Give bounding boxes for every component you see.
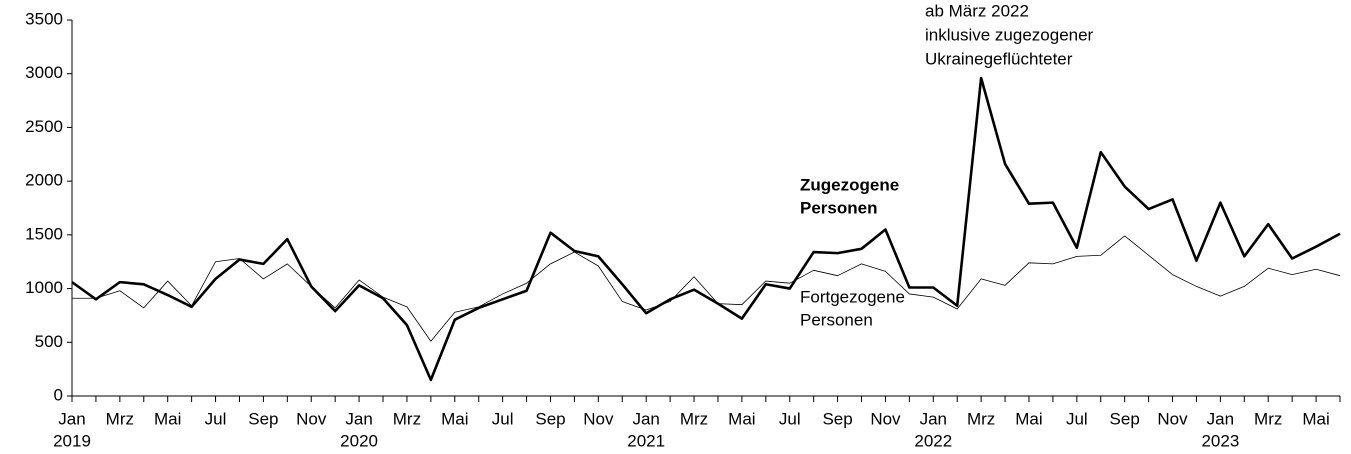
x-tick-label: Mrz — [1254, 409, 1282, 428]
x-tick-label: Jul — [205, 409, 227, 428]
y-tick-label: 1000 — [25, 278, 63, 297]
year-label: 2023 — [1201, 431, 1239, 450]
annotation: ab März 2022 — [925, 1, 1029, 20]
annotation: inklusive zugezogener — [925, 25, 1094, 44]
x-tick-label: Jan — [345, 409, 372, 428]
x-tick-label: Mai — [154, 409, 181, 428]
x-tick-label: Nov — [296, 409, 327, 428]
x-tick-label: Jan — [632, 409, 659, 428]
x-tick-label: Jul — [492, 409, 514, 428]
x-tick-label: Sep — [1110, 409, 1140, 428]
annotation: Ukrainegeflüchteter — [925, 49, 1073, 68]
year-label: 2019 — [53, 431, 91, 450]
y-tick-label: 2000 — [25, 171, 63, 190]
x-tick-label: Mai — [1302, 409, 1329, 428]
series-label: Personen — [800, 198, 877, 217]
x-tick-label: Jan — [1207, 409, 1234, 428]
x-tick-label: Mai — [728, 409, 755, 428]
year-label: 2022 — [914, 431, 952, 450]
x-tick-label: Jul — [779, 409, 801, 428]
x-tick-label: Sep — [822, 409, 852, 428]
year-label: 2021 — [627, 431, 665, 450]
series-label: Zugezogene — [800, 175, 899, 194]
series-label: Personen — [800, 310, 873, 329]
x-tick-label: Mrz — [393, 409, 421, 428]
x-tick-label: Nov — [583, 409, 614, 428]
x-tick-label: Jul — [1066, 409, 1088, 428]
y-tick-label: 1500 — [25, 224, 63, 243]
x-tick-label: Jan — [58, 409, 85, 428]
series-line — [71, 76, 1341, 382]
series-line — [72, 235, 1341, 342]
y-tick-label: 500 — [35, 332, 63, 351]
x-tick-label: Mrz — [967, 409, 995, 428]
y-tick-label: 2500 — [25, 117, 63, 136]
x-tick-label: Mai — [1015, 409, 1042, 428]
series-label: Fortgezogene — [800, 287, 905, 306]
x-tick-label: Sep — [535, 409, 565, 428]
x-tick-label: Jan — [920, 409, 947, 428]
x-tick-label: Nov — [870, 409, 901, 428]
x-tick-label: Mrz — [680, 409, 708, 428]
x-tick-label: Sep — [248, 409, 278, 428]
year-label: 2020 — [340, 431, 378, 450]
y-tick-label: 3000 — [25, 63, 63, 82]
y-tick-label: 3500 — [25, 9, 63, 28]
x-tick-label: Mrz — [106, 409, 134, 428]
y-tick-label: 0 — [54, 385, 63, 404]
x-tick-label: Nov — [1157, 409, 1188, 428]
x-tick-label: Mai — [441, 409, 468, 428]
